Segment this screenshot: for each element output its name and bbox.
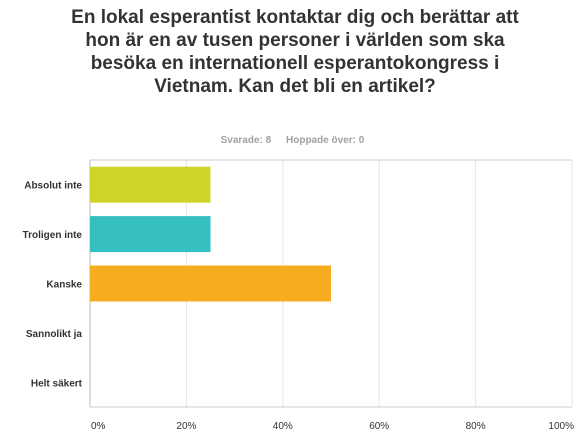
bar-2 [90,216,211,253]
category-label: Helt säkert [31,378,83,389]
x-tick-label: 0% [91,421,106,432]
response-stats: Svarade: 8 Hoppade över: 0 [0,135,585,146]
category-label: Troligen inte [23,230,83,241]
x-tick-label: 60% [369,421,389,432]
answered-count: Svarade: 8 [220,135,272,146]
question-title: En lokal esperantist kontaktar dig och b… [71,7,519,97]
x-tick-label: 40% [273,421,293,432]
x-tick-label: 100% [548,421,574,432]
x-tick-label: 80% [466,421,486,432]
bar-1 [90,166,211,203]
x-tick-label: 20% [176,421,196,432]
skipped-count: Hoppade över: 0 [286,135,365,146]
category-label: Absolut inte [24,181,82,192]
category-label: Kanske [46,280,82,291]
bar-3 [90,265,331,302]
category-label: Sannolikt ja [26,329,83,340]
